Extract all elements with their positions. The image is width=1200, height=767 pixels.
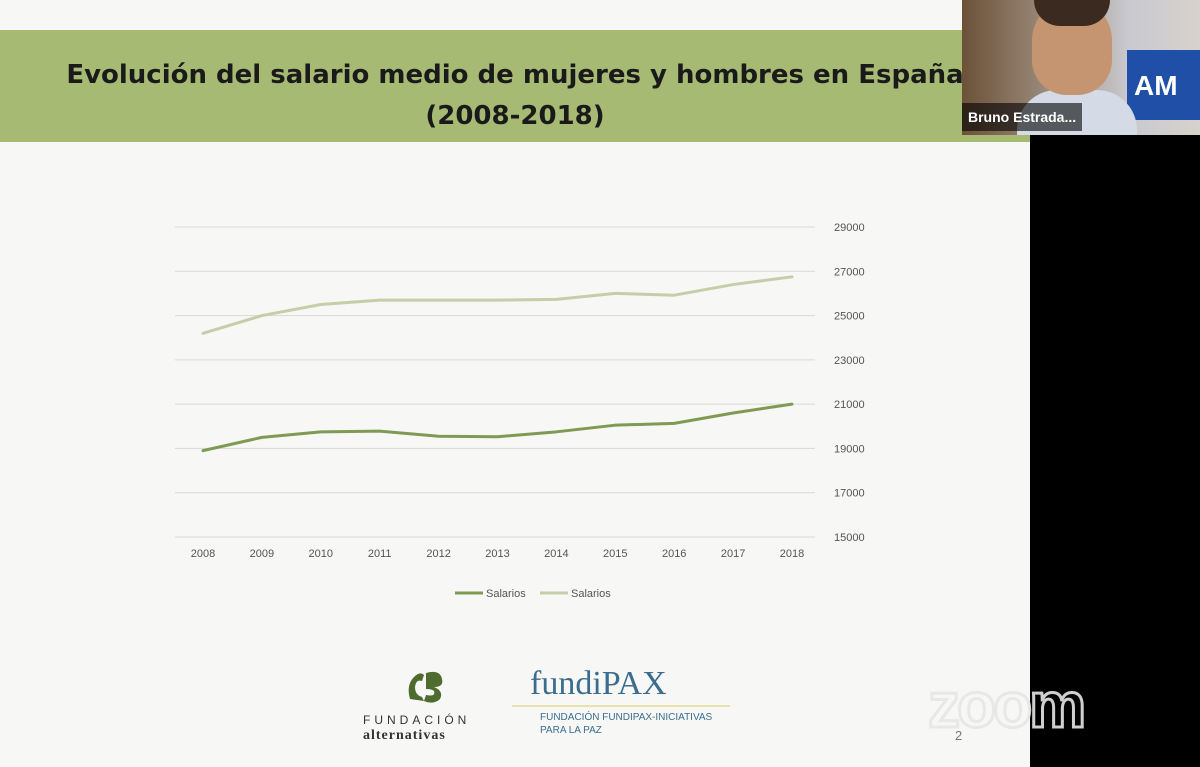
y-tick-label: 23000 (834, 355, 865, 367)
shared-slide: Evolución del salario medio de mujeres y… (0, 0, 1030, 767)
zoom-watermark: zoom (926, 668, 1087, 743)
video-banner-text: AM (1134, 70, 1178, 101)
y-tick-label: 21000 (834, 399, 865, 411)
fundacion-alternativas-logo: FUNDACIÓN alternativas (355, 663, 505, 753)
participant-name-label: Bruno Estrada... (962, 103, 1083, 131)
x-tick-label: 2016 (662, 548, 686, 560)
chart-y-ticks: 29000 27000 25000 23000 21000 19000 17000 15000 (834, 222, 865, 544)
fundipax-rule (512, 705, 730, 707)
chart-legend: Salarios Salarios (455, 588, 611, 600)
fundacion-alternativas-label: FUNDACIÓN (363, 713, 471, 727)
fundipax-subtitle-line1: FUNDACIÓN FUNDIPAX-INICIATIVAS (540, 712, 713, 723)
x-tick-label: 2015 (603, 548, 627, 560)
x-tick-label: 2011 (368, 548, 392, 560)
x-tick-label: 2018 (780, 548, 804, 560)
salary-line-chart: 29000 27000 25000 23000 21000 19000 17000 15000… (175, 222, 865, 600)
fundacion-alternativas-name: alternativas (363, 728, 446, 743)
fundipax-subtitle-line2: PARA LA PAZ (540, 725, 602, 736)
y-tick-label: 29000 (834, 222, 865, 234)
x-tick-label: 2010 (309, 548, 333, 560)
x-tick-label: 2014 (544, 548, 568, 560)
x-tick-label: 2017 (721, 548, 745, 560)
slide-page-number: 2 (955, 728, 963, 743)
chart-series (201, 275, 794, 453)
participant-video-tile[interactable]: AM Bruno Estrada... (962, 0, 1200, 135)
chart-x-ticks: 2008 2009 2010 2011 2012 2013 2014 2015 2016 2017… (191, 548, 804, 560)
video-banner (1127, 50, 1200, 120)
legend-label-2: Salarios (571, 588, 611, 600)
y-tick-label: 25000 (834, 311, 865, 323)
slide-subtitle: (2008-2018) (425, 101, 605, 131)
chart-gridlines (175, 226, 815, 538)
slide-title: Evolución del salario medio de mujeres y… (66, 60, 964, 90)
y-tick-label: 15000 (834, 532, 865, 544)
fundipax-logo: fundiPAX FUNDACIÓN FUNDIPAX-INICIATIVAS … (512, 665, 742, 755)
y-tick-label: 19000 (834, 443, 865, 455)
fundacion-alternativas-mark (400, 665, 450, 705)
title-band (0, 30, 1030, 142)
series-line-1 (201, 402, 794, 453)
y-tick-label: 27000 (834, 266, 865, 278)
series-line-2 (201, 275, 794, 335)
fundipax-name: fundiPAX (530, 665, 667, 702)
participant-hair (1034, 0, 1110, 26)
x-tick-label: 2008 (191, 548, 215, 560)
legend-label-1: Salarios (486, 588, 526, 600)
x-tick-label: 2009 (250, 548, 274, 560)
x-tick-label: 2013 (485, 548, 509, 560)
x-tick-label: 2012 (426, 548, 450, 560)
y-tick-label: 17000 (834, 488, 865, 500)
